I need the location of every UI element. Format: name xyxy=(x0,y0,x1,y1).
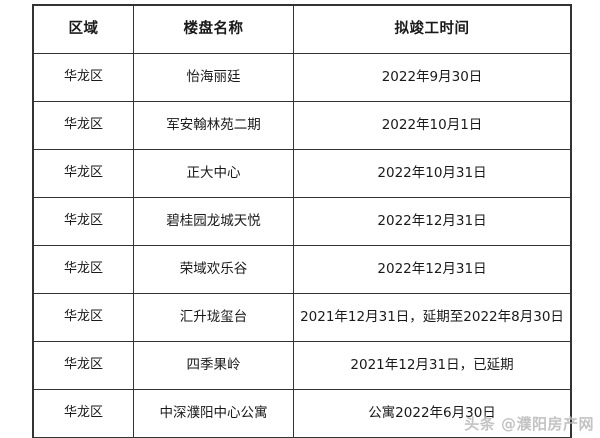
cell-area: 华龙区 xyxy=(33,245,134,294)
table-row: 华龙区 四季果岭 2021年12月31日，已延期 xyxy=(33,341,571,390)
table-row: 华龙区 碧桂园龙城天悦 2022年12月31日 xyxy=(33,197,571,246)
table-row: 华龙区 荣域欢乐谷 2022年12月31日 xyxy=(33,245,571,294)
cell-project-name: 军安翰林苑二期 xyxy=(133,101,294,150)
cell-area: 华龙区 xyxy=(33,53,134,102)
cell-completion-date: 公寓2022年6月30日 xyxy=(293,389,571,438)
cell-project-name: 四季果岭 xyxy=(133,341,294,390)
cell-completion-date: 2022年10月31日 xyxy=(293,149,571,198)
table-header-row: 区域 楼盘名称 拟竣工时间 xyxy=(33,5,571,54)
construction-schedule-table: 区域 楼盘名称 拟竣工时间 华龙区 怡海丽廷 2022年9月30日 华龙区 军安… xyxy=(32,4,572,438)
cell-completion-date: 2022年12月31日 xyxy=(293,197,571,246)
cell-completion-date: 2022年10月1日 xyxy=(293,101,571,150)
cell-project-name: 汇升珑玺台 xyxy=(133,293,294,342)
column-header-completion-date: 拟竣工时间 xyxy=(293,5,571,54)
cell-project-name: 碧桂园龙城天悦 xyxy=(133,197,294,246)
cell-area: 华龙区 xyxy=(33,101,134,150)
cell-area: 华龙区 xyxy=(33,197,134,246)
cell-area: 华龙区 xyxy=(33,389,134,438)
cell-project-name: 怡海丽廷 xyxy=(133,53,294,102)
column-header-area: 区域 xyxy=(33,5,134,54)
cell-area: 华龙区 xyxy=(33,341,134,390)
table-row: 华龙区 怡海丽廷 2022年9月30日 xyxy=(33,53,571,102)
cell-completion-date: 2022年9月30日 xyxy=(293,53,571,102)
cell-project-name: 荣域欢乐谷 xyxy=(133,245,294,294)
cell-area: 华龙区 xyxy=(33,149,134,198)
cell-project-name: 中深濮阳中心公寓 xyxy=(133,389,294,438)
cell-completion-date: 2021年12月31日，已延期 xyxy=(293,341,571,390)
table-body: 华龙区 怡海丽廷 2022年9月30日 华龙区 军安翰林苑二期 2022年10月… xyxy=(33,53,571,438)
table-row: 华龙区 军安翰林苑二期 2022年10月1日 xyxy=(33,101,571,150)
table-header: 区域 楼盘名称 拟竣工时间 xyxy=(33,5,571,54)
schedule-table-container: 区域 楼盘名称 拟竣工时间 华龙区 怡海丽廷 2022年9月30日 华龙区 军安… xyxy=(32,4,572,438)
table-row: 华龙区 正大中心 2022年10月31日 xyxy=(33,149,571,198)
table-row: 华龙区 中深濮阳中心公寓 公寓2022年6月30日 xyxy=(33,389,571,438)
table-row: 华龙区 汇升珑玺台 2021年12月31日，延期至2022年8月30日 xyxy=(33,293,571,342)
cell-completion-date: 2022年12月31日 xyxy=(293,245,571,294)
column-header-project-name: 楼盘名称 xyxy=(133,5,294,54)
cell-completion-date: 2021年12月31日，延期至2022年8月30日 xyxy=(293,293,571,342)
cell-project-name: 正大中心 xyxy=(133,149,294,198)
cell-area: 华龙区 xyxy=(33,293,134,342)
